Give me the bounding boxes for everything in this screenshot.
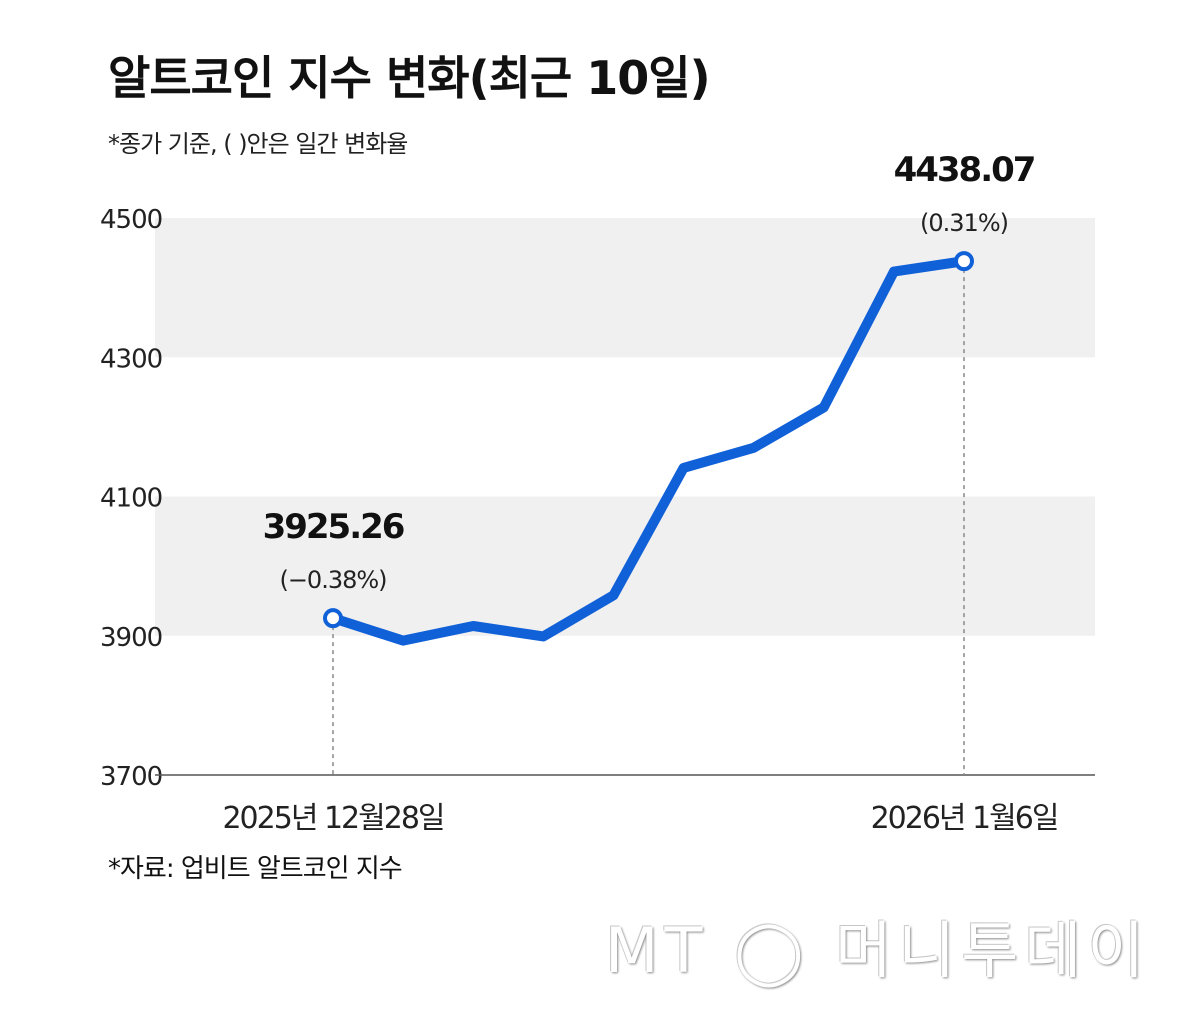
y-tick-label: 4300 <box>100 344 162 374</box>
source-note: *자료: 업비트 알트코인 지수 <box>108 854 403 884</box>
data-point-marker <box>954 251 974 272</box>
x-tick-label: 2026년 1월6일 <box>871 801 1058 836</box>
y-tick-label: 3900 <box>100 623 162 653</box>
chart-title: 알트코인 지수 변화(최근 10일) <box>108 51 711 105</box>
data-label-value: 3925.26 <box>263 507 404 547</box>
x-tick-label: 2025년 12월28일 <box>222 801 443 836</box>
data-point-marker <box>323 608 343 629</box>
y-tick-label: 3700 <box>100 762 162 792</box>
y-tick-label: 4100 <box>100 484 162 514</box>
chart-subtitle: *종가 기준, ( )안은 일간 변화율 <box>108 130 408 158</box>
series-line <box>328 256 969 646</box>
data-label-change: (−0.38%) <box>279 566 386 594</box>
watermark-logo: MT ◯ 머니투데이 <box>605 914 1151 987</box>
grid-band <box>155 218 1095 358</box>
data-label-change: (0.31%) <box>920 209 1008 237</box>
data-label-value: 4438.07 <box>894 150 1035 190</box>
y-tick-label: 4500 <box>100 205 162 235</box>
